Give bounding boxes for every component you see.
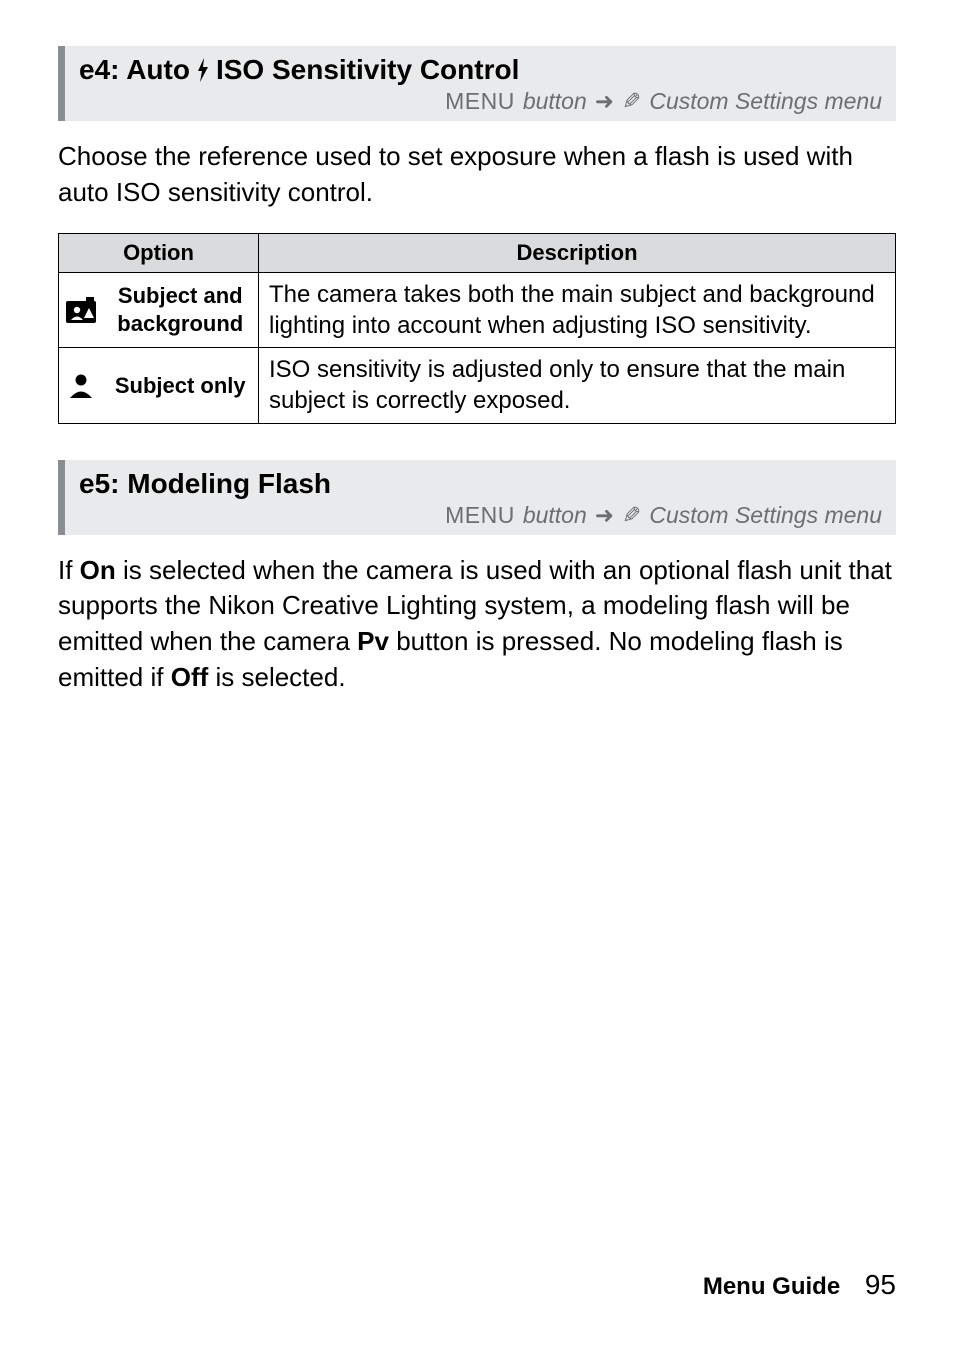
bold-pv: Pv [357, 626, 389, 656]
section-header-e4: e4: Auto ISO Sensitivity Control MENU bu… [58, 46, 896, 121]
title-prefix: e4: Auto [79, 54, 190, 86]
text-fragment: is selected. [208, 662, 345, 692]
option-desc: ISO sensitivity is adjusted only to ensu… [259, 348, 896, 423]
option-label-subject-bg: Subject and background [103, 272, 259, 347]
section-sub-e4: MENU button ➜ ✎ Custom Settings menu [79, 88, 882, 115]
bold-off: Off [171, 662, 209, 692]
options-table: Option Description Subject and backgroun… [58, 233, 896, 424]
pencil-icon: ✎ [622, 502, 641, 529]
arrow-icon: ➜ [595, 88, 614, 115]
arrow-icon: ➜ [595, 502, 614, 529]
th-description: Description [259, 233, 896, 272]
footer-page-number: 95 [865, 1269, 896, 1300]
table-row: Subject only ISO sensitivity is adjusted… [59, 348, 896, 423]
section-title-e4: e4: Auto ISO Sensitivity Control [79, 54, 882, 86]
text-fragment: If [58, 555, 80, 585]
label-line: background [117, 311, 243, 336]
section-header-e5: e5: Modeling Flash MENU button ➜ ✎ Custo… [58, 460, 896, 535]
settings-menu-text: Custom Settings menu [649, 502, 882, 529]
section-sub-e5: MENU button ➜ ✎ Custom Settings menu [79, 502, 882, 529]
footer-label: Menu Guide [703, 1273, 840, 1300]
section-title-e5: e5: Modeling Flash [79, 468, 882, 500]
menu-label: MENU [445, 502, 515, 529]
title-e5: e5: Modeling Flash [79, 468, 331, 500]
page-footer: Menu Guide 95 [703, 1269, 896, 1301]
title-suffix: ISO Sensitivity Control [216, 54, 519, 86]
label-line: Subject and [118, 283, 243, 308]
option-icon-subject-only [59, 348, 103, 423]
pencil-icon: ✎ [622, 88, 641, 115]
table-header-row: Option Description [59, 233, 896, 272]
menu-label: MENU [445, 88, 515, 115]
bold-on: On [80, 555, 116, 585]
th-option: Option [59, 233, 259, 272]
section1-body: Choose the reference used to set exposur… [58, 139, 896, 211]
flash-icon [194, 56, 212, 84]
section2-body: If On is selected when the camera is use… [58, 553, 896, 697]
table-row: Subject and background The camera takes … [59, 272, 896, 347]
option-desc: The camera takes both the main subject a… [259, 272, 896, 347]
option-label-subject-only: Subject only [103, 348, 259, 423]
button-word: button [523, 88, 587, 115]
button-word: button [523, 502, 587, 529]
option-icon-subject-bg [59, 272, 103, 347]
settings-menu-text: Custom Settings menu [649, 88, 882, 115]
